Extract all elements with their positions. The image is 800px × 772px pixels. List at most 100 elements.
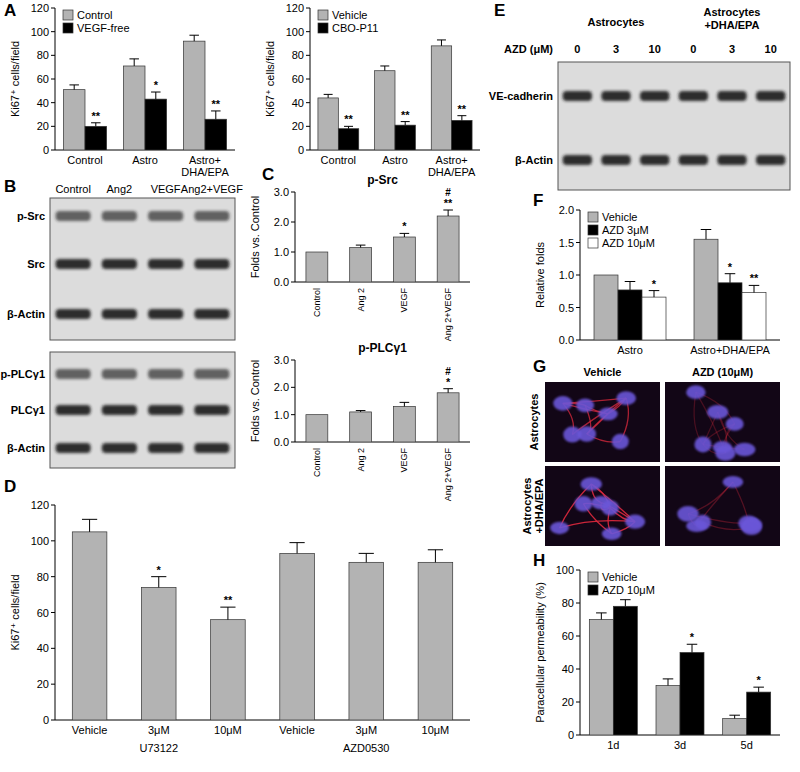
error-cap — [359, 553, 374, 554]
band — [194, 211, 229, 221]
error-cap — [380, 65, 389, 66]
annotations: **Control**Astro**Astro+DHA/EPA — [321, 103, 476, 178]
significance: ** — [212, 98, 221, 110]
category-label: 10μM — [214, 724, 242, 736]
tick — [51, 55, 55, 56]
group-label: Astrocytes — [588, 16, 645, 28]
nucleus — [677, 506, 699, 522]
tick-label: 100 — [556, 564, 574, 576]
tick-label: 60 — [562, 630, 574, 642]
chart: 020406080100120Ki67⁺ cells/field**Contro… — [9, 2, 235, 178]
error-cap — [151, 576, 166, 577]
legend-label: Vehicle — [602, 571, 637, 583]
bar — [723, 719, 747, 736]
error-cap — [687, 644, 698, 645]
image-background — [665, 466, 780, 546]
significance: ** — [224, 594, 233, 606]
tick — [291, 387, 295, 388]
axis-label: Ki67⁺ cells/field — [9, 574, 21, 650]
bar — [85, 126, 107, 150]
band — [148, 405, 183, 415]
group-label: U73122 — [139, 742, 178, 754]
error-line — [215, 111, 216, 119]
lane-label: 3 — [613, 43, 619, 55]
error-cap — [725, 273, 736, 274]
band — [102, 259, 137, 269]
tick-label: 0 — [298, 144, 304, 156]
title: p-PLCγ1 — [358, 341, 407, 355]
row-label: Src — [27, 258, 45, 270]
tick — [576, 735, 580, 736]
tick-label: 20 — [37, 120, 49, 132]
chart: 020406080100120Ki67⁺ cells/field**Contro… — [264, 2, 480, 178]
error-line — [95, 123, 96, 127]
error-bar — [151, 92, 161, 99]
category-label: Astro+DHA/EPA — [181, 154, 229, 178]
tick-label: 0.5 — [559, 302, 574, 314]
band — [102, 405, 137, 415]
tick-label: 60 — [37, 607, 49, 619]
tick-label: 2.0 — [559, 204, 574, 216]
band — [756, 155, 785, 165]
panel-letter: F — [533, 191, 543, 210]
y-axis — [580, 570, 581, 735]
error-bar — [457, 116, 466, 121]
tick — [51, 540, 55, 541]
category-label: Vehicle — [72, 724, 107, 736]
significance: ** — [750, 272, 759, 284]
band — [56, 405, 91, 415]
category-label: 3μM — [355, 724, 377, 736]
error-cap — [151, 92, 161, 93]
nucleus — [726, 417, 744, 431]
annotations: *Astro***Astro+DHA/EPA — [617, 261, 770, 356]
tick-label: 1.0 — [274, 409, 289, 421]
category-label: Astro+DHA/EPA — [428, 154, 476, 178]
tick — [576, 570, 580, 571]
band — [194, 369, 229, 379]
error-bar — [151, 577, 166, 588]
error-cap — [220, 607, 235, 608]
bar — [393, 406, 415, 442]
chart: 020406080100120Ki67⁺ cells/fieldVehicle*… — [9, 499, 470, 754]
bar — [338, 129, 358, 150]
significance: * — [690, 631, 695, 643]
band — [756, 91, 785, 101]
tick — [51, 79, 55, 80]
tick — [51, 684, 55, 685]
tick-label: 100 — [286, 26, 304, 38]
tick — [306, 8, 310, 9]
annotations: ControlAng 2VEGF*#Ang 2+VEGF — [312, 366, 453, 502]
annotations: ControlAng 2*VEGF**#Ang 2+VEGF — [312, 187, 453, 341]
error-bar — [701, 230, 712, 240]
error-cap — [401, 121, 410, 122]
tick-label: 0 — [43, 714, 49, 726]
marks — [594, 230, 766, 341]
bar — [63, 90, 85, 150]
y-axis — [310, 8, 311, 150]
error-line — [89, 519, 90, 532]
blot-frame — [50, 352, 235, 468]
tick-label: 0 — [568, 729, 574, 741]
error-bar — [211, 111, 221, 119]
tick-label: 20 — [292, 120, 304, 132]
error-bar — [687, 644, 698, 652]
significance: * — [154, 79, 159, 91]
tick-label: 120 — [31, 2, 49, 14]
tick-label: 0.0 — [274, 276, 289, 288]
tick-label: 40 — [37, 642, 49, 654]
nucleus — [598, 408, 617, 421]
y-axis — [55, 8, 56, 150]
error-line — [625, 600, 626, 607]
chart: 0.01.02.03.0Folds vs. Controlp-PLCγ1Cont… — [249, 341, 470, 501]
row-label: β-Actin — [515, 154, 553, 166]
bar — [350, 412, 372, 442]
error-line — [404, 402, 405, 406]
tick-label: 120 — [31, 499, 49, 511]
row-label: p-PLCγ1 — [0, 368, 45, 380]
y-axis — [55, 505, 56, 720]
bar — [280, 553, 315, 720]
error-bar — [129, 59, 139, 66]
error-line — [328, 94, 329, 98]
tick — [576, 210, 580, 211]
error-bar — [401, 122, 410, 126]
